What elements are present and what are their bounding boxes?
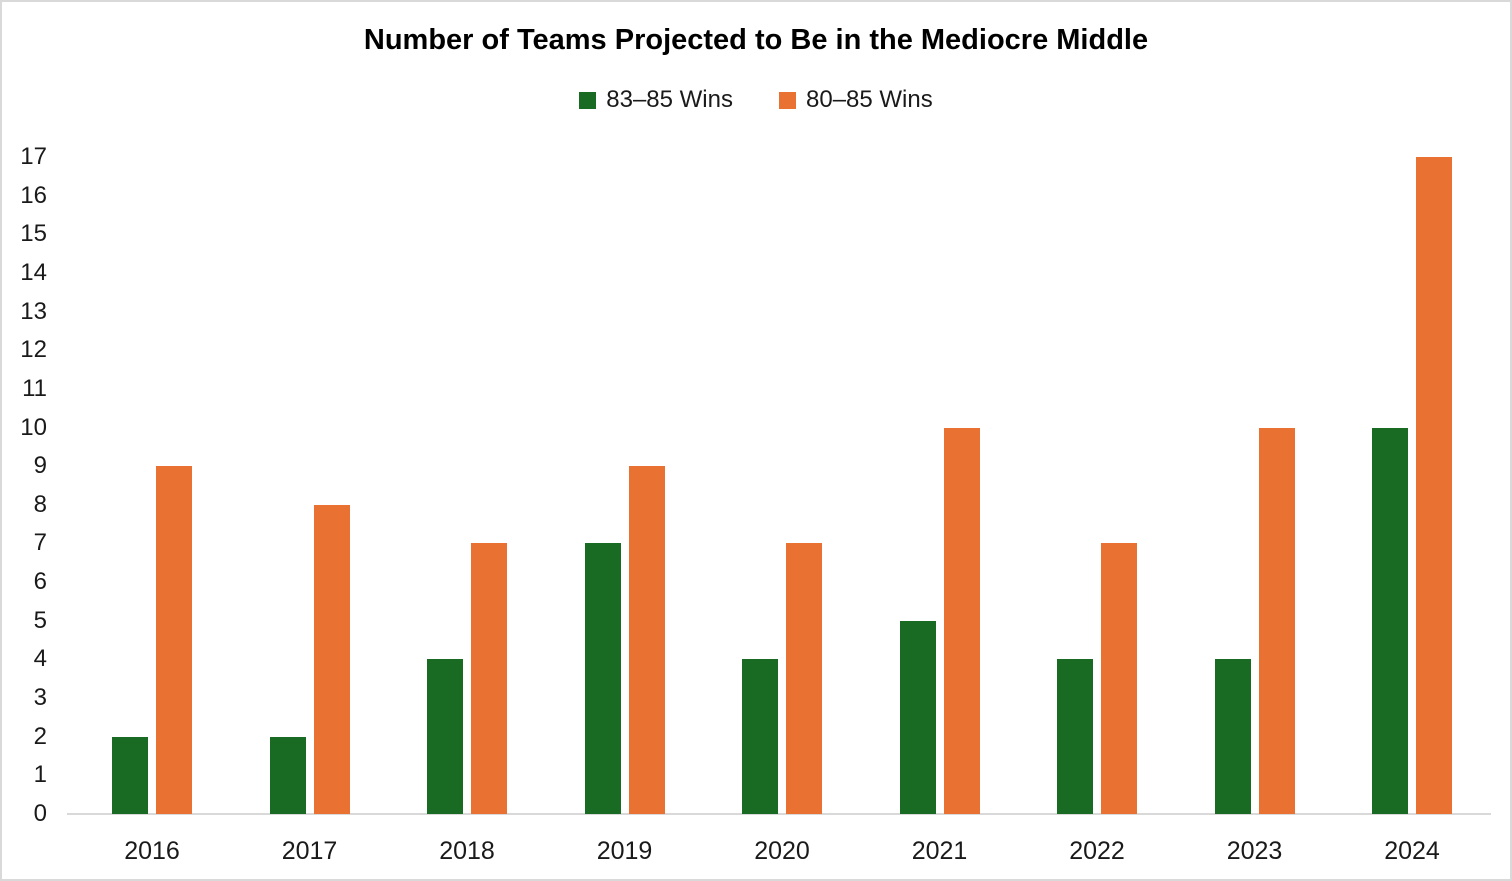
legend: 83–85 Wins 80–85 Wins [2, 86, 1510, 114]
bar-2022-series-0 [1057, 659, 1093, 814]
x-axis-label-2023: 2023 [1226, 837, 1283, 865]
x-axis-label-2017: 2017 [281, 837, 338, 865]
bar-2022-series-1 [1101, 543, 1137, 814]
bar-2021-series-1 [943, 428, 980, 814]
y-axis-label-2: 2 [33, 722, 47, 750]
bar-2023-series-1 [1258, 428, 1295, 814]
x-axis-line [67, 813, 1491, 815]
y-axis-label-6: 6 [33, 568, 47, 596]
y-axis-label-7: 7 [33, 529, 47, 557]
y-axis-label-14: 14 [20, 258, 47, 286]
x-axis-label-2019: 2019 [596, 837, 653, 865]
bar-2016-series-0 [112, 737, 148, 814]
y-axis-label-8: 8 [33, 490, 47, 518]
bar-2019-series-1 [628, 466, 665, 814]
chart-title: Number of Teams Projected to Be in the M… [363, 24, 1149, 56]
legend-item-80-85-wins: 80–85 Wins [779, 86, 933, 114]
bar-2020-series-0 [742, 659, 778, 814]
x-axis-label-2022: 2022 [1069, 837, 1125, 865]
x-axis-label-2016: 2016 [124, 837, 180, 865]
bar-2018-series-1 [471, 543, 507, 814]
bar-2021-series-0 [899, 621, 936, 814]
y-axis-label-1: 1 [33, 761, 47, 789]
legend-marker-orange-icon [779, 91, 796, 109]
x-axis-label-2018: 2018 [439, 837, 495, 865]
legend-item-83-85-wins: 83–85 Wins [579, 86, 733, 114]
y-axis-label-15: 15 [20, 220, 47, 248]
bar-2024-series-0 [1372, 428, 1408, 814]
bar-2016-series-1 [156, 466, 192, 814]
x-axis-label-2020: 2020 [754, 837, 810, 865]
legend-label-83-85-wins: 83–85 Wins [606, 86, 733, 113]
y-axis-label-4: 4 [33, 645, 47, 673]
x-axis-label-2021: 2021 [911, 837, 968, 865]
bar-2020-series-1 [786, 543, 822, 814]
y-axis-label-10: 10 [20, 413, 47, 441]
y-axis-label-17: 17 [20, 143, 47, 170]
y-axis-label-3: 3 [33, 684, 47, 712]
legend-label-80-85-wins: 80–85 Wins [806, 86, 933, 113]
y-axis-label-9: 9 [33, 452, 47, 480]
y-axis-label-11: 11 [22, 374, 47, 402]
bar-2019-series-0 [584, 543, 621, 814]
bar-2017-series-0 [269, 737, 306, 814]
y-axis-label-16: 16 [20, 181, 47, 209]
legend-marker-green-icon [579, 91, 597, 109]
x-axis-label-2024: 2024 [1384, 837, 1440, 865]
bar-2017-series-1 [313, 505, 350, 814]
bar-2024-series-1 [1416, 157, 1452, 814]
bar-2018-series-0 [427, 659, 463, 814]
y-axis-label-12: 12 [20, 336, 47, 364]
y-axis-label-0: 0 [33, 800, 47, 827]
y-axis-label-13: 13 [20, 297, 47, 325]
bar-2023-series-0 [1214, 659, 1251, 814]
y-axis-label-5: 5 [33, 606, 47, 634]
